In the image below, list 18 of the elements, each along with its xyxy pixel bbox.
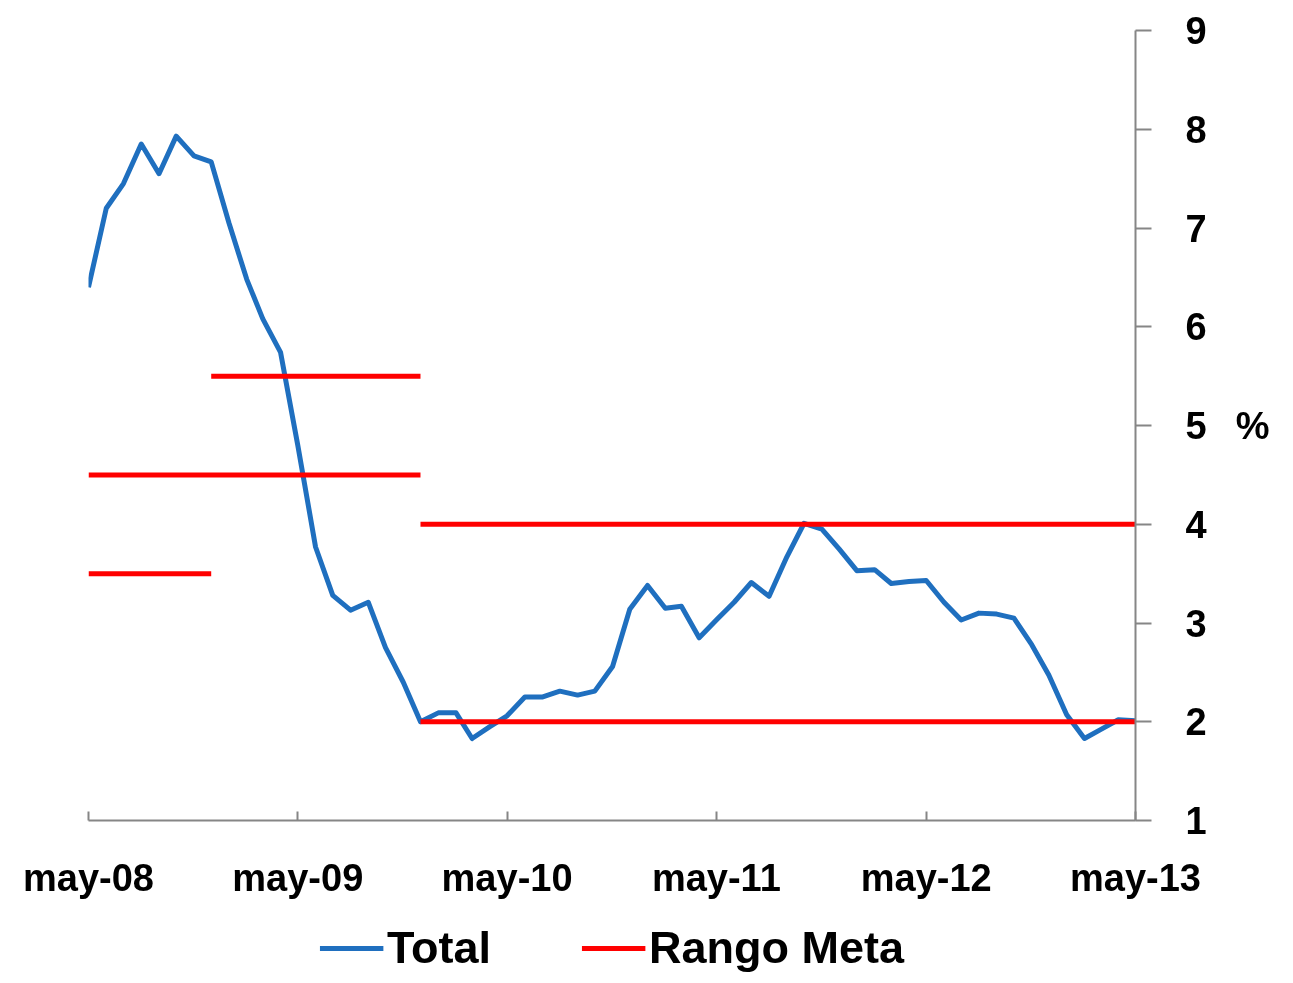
y-tick-label: 7 [1185, 207, 1207, 250]
y-axis-title: % [1235, 404, 1270, 447]
x-tick-label: may-12 [860, 856, 992, 899]
x-tick-label: may-10 [441, 856, 573, 899]
x-tick-label: may-08 [23, 856, 154, 899]
x-tick-label: may-11 [651, 856, 781, 899]
legend-label: Rango Meta [649, 922, 905, 974]
y-tick-label: 9 [1185, 10, 1207, 52]
y-tick-label: 8 [1185, 108, 1207, 151]
legend-label: Total [386, 922, 492, 974]
y-tick-label: 6 [1185, 306, 1207, 349]
y-tick-label: 3 [1185, 602, 1207, 645]
y-tick-label: 1 [1185, 800, 1207, 842]
y-tick-label: 5 [1185, 405, 1207, 447]
y-tick-label: 2 [1185, 701, 1207, 744]
x-tick-label: may-09 [232, 856, 364, 899]
x-tick-label: may-13 [1070, 856, 1201, 899]
y-tick-label: 4 [1185, 503, 1207, 546]
